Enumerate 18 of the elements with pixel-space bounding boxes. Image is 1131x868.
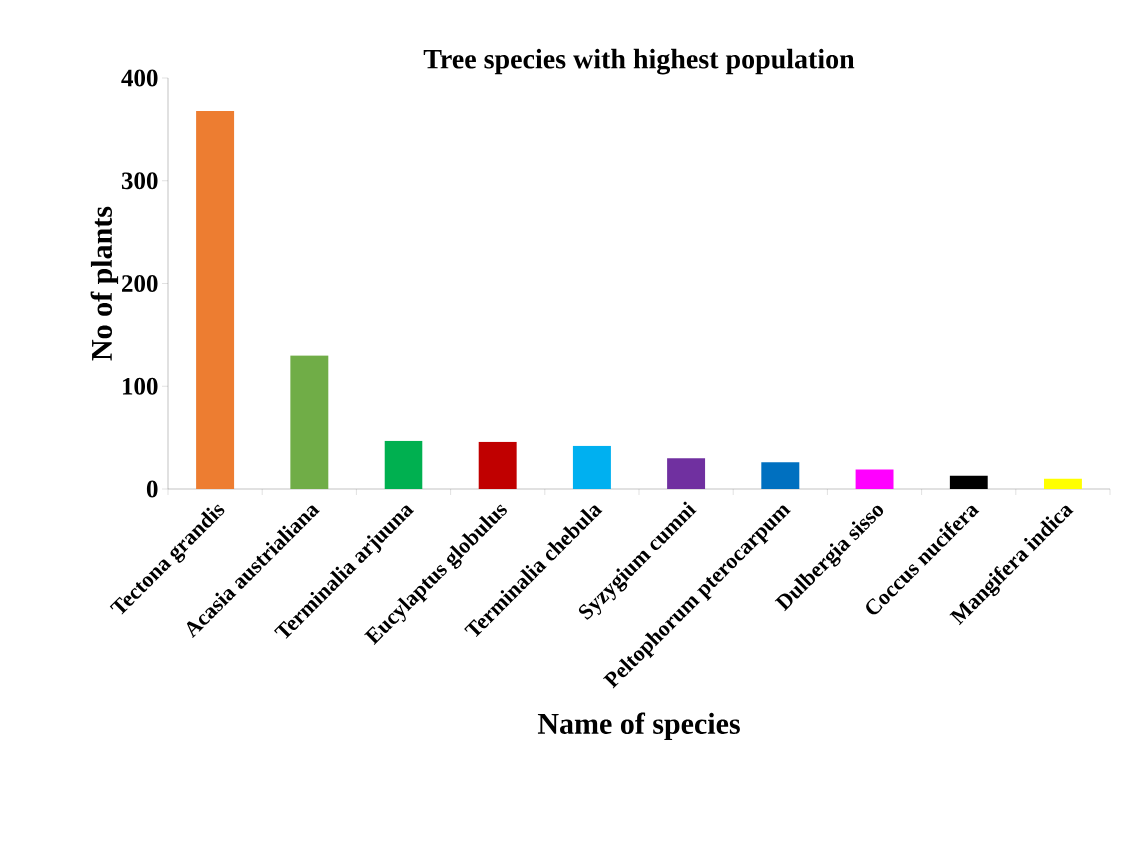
bar [855,469,894,489]
bar [196,110,235,489]
bar [572,445,611,489]
bar [949,475,988,489]
bar [1043,478,1082,489]
bar [478,441,517,489]
y-tick-label: 200 [122,275,158,292]
y-tick-label: 300 [121,172,158,190]
y-tick-label: 400 [121,69,158,87]
y-axis-title: No of plants [90,206,119,361]
bar [384,440,423,489]
x-axis-title: Name of species [537,712,740,741]
bar [290,355,329,489]
y-tick-label: 100 [122,377,158,395]
y-tick-label: 0 [146,480,158,498]
chart-title: Tree species with highest population [423,48,855,75]
bar [761,462,800,489]
bar [667,458,706,489]
